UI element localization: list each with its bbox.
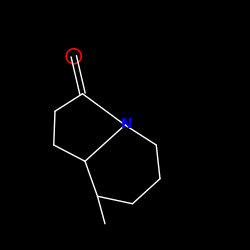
Text: N: N [121,117,132,131]
